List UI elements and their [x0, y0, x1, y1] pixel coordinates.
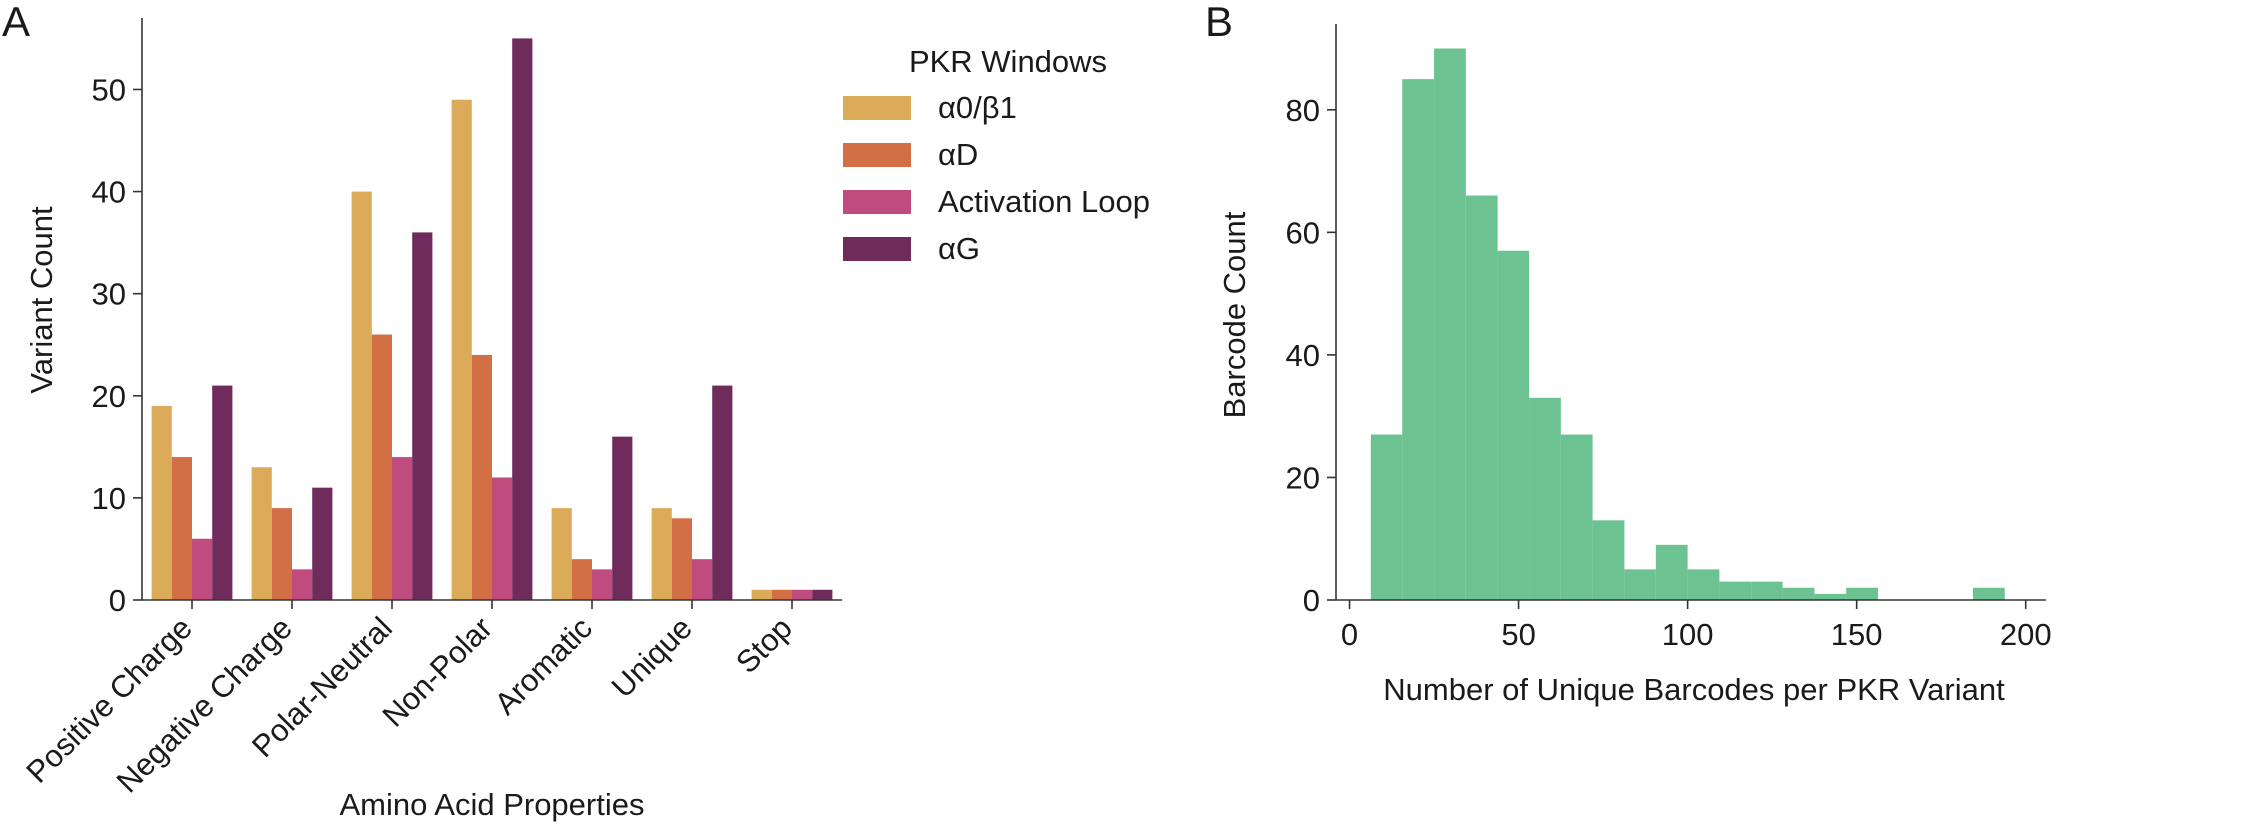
legend-label: α0/β1: [938, 90, 1017, 125]
legend-swatch: [843, 190, 911, 214]
hist-bin-10: [1687, 569, 1720, 600]
bar-2-2: [392, 457, 413, 600]
x-tick-label: Stop: [729, 610, 799, 680]
bar-3-1: [312, 487, 333, 600]
chart-b-bins: [1370, 48, 2005, 600]
bar-0-5: [651, 508, 672, 600]
bar-3-4: [612, 436, 633, 600]
hist-bin-6: [1560, 434, 1593, 600]
y-tick-label: 30: [92, 277, 126, 312]
chart-a-y-axis-title: Variant Count: [24, 206, 59, 394]
bar-2-3: [492, 477, 513, 600]
bar-1-0: [171, 457, 192, 600]
legend-swatch: [843, 143, 911, 167]
hist-bin-0: [1370, 434, 1403, 600]
bar-3-2: [412, 232, 433, 601]
bar-1-6: [771, 589, 792, 600]
chart-a-bars: [151, 38, 833, 601]
hist-bin-12: [1751, 581, 1783, 600]
panel-label-b: B: [1205, 0, 1233, 45]
chart-b: 0 20 40 60 80 0 50 100 150 200 Barcode Count Num…: [1217, 24, 2052, 707]
bar-2-1: [292, 569, 313, 600]
bar-1-5: [671, 518, 692, 600]
y-tick-label: 20: [92, 379, 126, 414]
x-tick-label: Positive Charge: [19, 610, 198, 789]
hist-bin-3: [1465, 195, 1498, 600]
x-tick-label: 50: [1501, 617, 1535, 652]
legend-items: α0/β1 αD Activation Loop αG: [843, 90, 1150, 266]
x-tick-label: 200: [2000, 617, 2052, 652]
bar-1-1: [271, 508, 292, 600]
chart-b-x-ticks: 0 50 100 150 200: [1341, 600, 2052, 652]
hist-bin-4: [1497, 250, 1530, 600]
bar-0-4: [551, 508, 572, 600]
chart-a-y-ticks: 0 10 20 30 40 50: [92, 72, 142, 618]
y-tick-label: 40: [92, 175, 126, 210]
bar-3-0: [212, 385, 233, 600]
hist-bin-14: [1814, 593, 1847, 600]
legend-label: αG: [938, 231, 980, 266]
hist-bin-11: [1719, 581, 1752, 600]
panel-label-a: A: [2, 0, 30, 45]
y-tick-label: 0: [109, 583, 126, 618]
bar-2-5: [692, 559, 713, 600]
y-tick-label: 20: [1286, 460, 1320, 495]
chart-b-y-axis-title: Barcode Count: [1217, 211, 1252, 418]
x-tick-label: 150: [1831, 617, 1883, 652]
bar-1-4: [571, 559, 592, 600]
y-tick-label: 40: [1286, 338, 1320, 373]
hist-bin-7: [1592, 520, 1625, 600]
hist-bin-15: [1846, 587, 1878, 600]
bar-2-6: [792, 589, 813, 600]
x-tick-label: Unique: [605, 610, 699, 704]
hist-bin-9: [1655, 544, 1688, 600]
x-tick-label: Negative Charge: [110, 610, 299, 799]
hist-bin-1: [1402, 79, 1435, 600]
bar-1-3: [471, 354, 492, 600]
y-tick-label: 10: [92, 481, 126, 516]
hist-bin-13: [1782, 587, 1815, 600]
bar-0-2: [351, 191, 372, 600]
bar-3-5: [712, 385, 733, 600]
chart-a-x-axis-title: Amino Acid Properties: [340, 787, 645, 822]
x-tick-label: 100: [1662, 617, 1714, 652]
y-tick-label: 0: [1303, 583, 1320, 618]
x-tick-label: Aromatic: [488, 610, 599, 721]
legend: PKR Windows α0/β1 αD Activation Loop αG: [843, 44, 1150, 266]
bar-0-3: [451, 99, 472, 601]
legend-swatch: [843, 96, 911, 120]
hist-bin-2: [1434, 48, 1466, 600]
hist-bin-8: [1624, 569, 1656, 600]
y-tick-label: 50: [92, 72, 126, 107]
y-tick-label: 60: [1286, 215, 1320, 250]
legend-label: Activation Loop: [938, 184, 1150, 219]
bar-0-0: [151, 406, 172, 600]
bar-2-0: [192, 538, 213, 600]
chart-b-y-ticks: 0 20 40 60 80: [1286, 93, 1336, 618]
legend-label: αD: [938, 137, 978, 172]
x-tick-label: 0: [1341, 617, 1358, 652]
bar-3-6: [812, 589, 833, 600]
legend-title: PKR Windows: [909, 44, 1107, 79]
bar-3-3: [512, 38, 533, 601]
hist-bin-5: [1529, 397, 1561, 600]
hist-bin-19: [1972, 587, 2005, 600]
chart-b-x-axis-title: Number of Unique Barcodes per PKR Varian…: [1383, 672, 2005, 707]
x-tick-label: Non-Polar: [376, 610, 499, 733]
bar-0-6: [751, 589, 772, 600]
y-tick-label: 80: [1286, 93, 1320, 128]
bar-0-1: [251, 467, 272, 600]
bar-1-2: [371, 334, 392, 600]
legend-swatch: [843, 237, 911, 261]
bar-2-4: [592, 569, 613, 600]
